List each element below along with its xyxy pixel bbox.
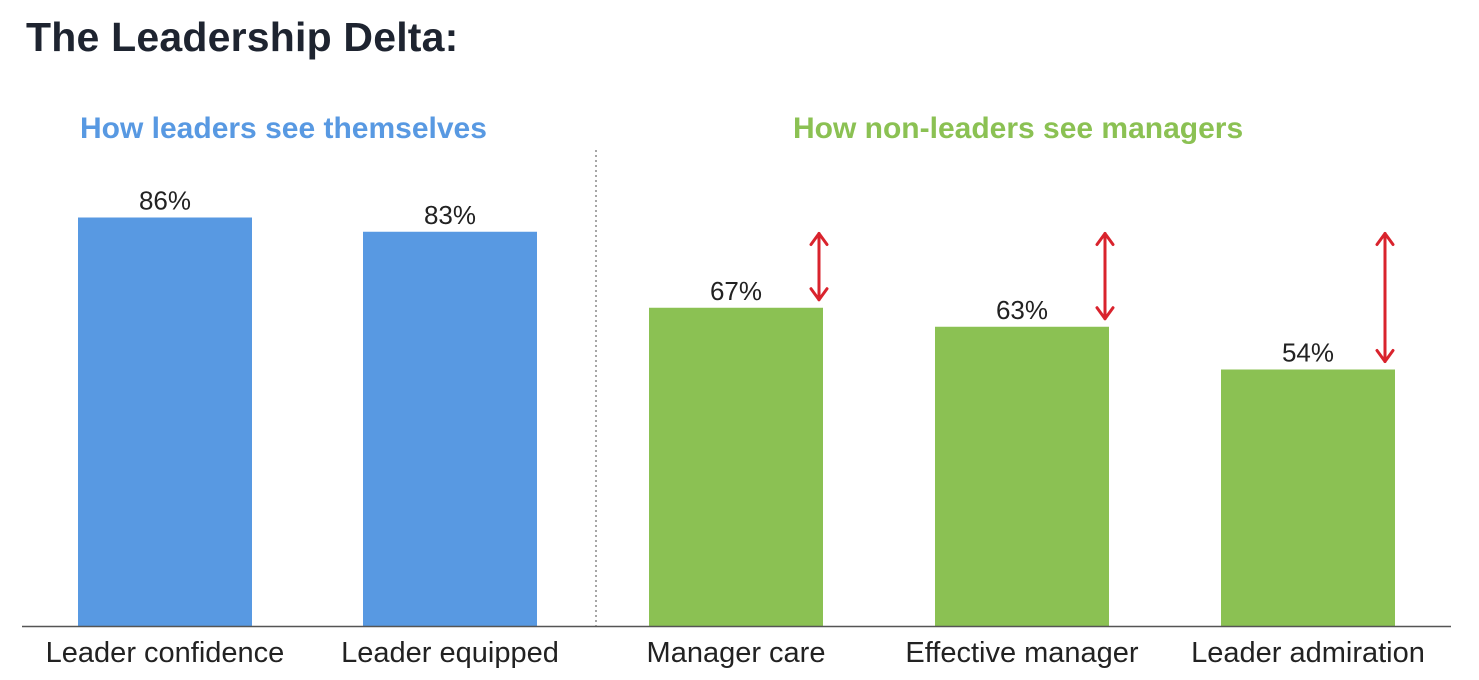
bar-leader-equipped — [363, 231, 537, 626]
bars-layer — [78, 217, 1395, 626]
value-label-leader-confidence: 86% — [139, 186, 191, 216]
value-label-leader-equipped: 83% — [424, 200, 476, 230]
bar-leader-admiration — [1221, 369, 1395, 626]
gap-arrow-effective-manager — [1095, 232, 1115, 321]
bar-leader-confidence — [78, 217, 252, 626]
gap-arrow-manager-care — [809, 232, 829, 302]
category-label-leader-confidence: Leader confidence — [46, 637, 285, 669]
category-label-leader-admiration: Leader admiration — [1191, 637, 1425, 669]
category-label-leader-equipped: Leader equipped — [341, 637, 559, 669]
category-label-manager-care: Manager care — [647, 637, 826, 669]
gap-arrow-leader-admiration — [1375, 232, 1395, 363]
gap-arrows-layer — [809, 232, 1395, 363]
value-label-leader-admiration: 54% — [1282, 338, 1334, 368]
value-label-manager-care: 67% — [710, 276, 762, 306]
group-title-non-leaders: How non-leaders see managers — [793, 112, 1244, 145]
value-label-effective-manager: 63% — [996, 295, 1048, 325]
group-title-leaders: How leaders see themselves — [80, 112, 487, 145]
page-title: The Leadership Delta: — [26, 14, 459, 60]
category-label-effective-manager: Effective manager — [905, 637, 1139, 669]
labels-layer: 86% Leader confidence 83% Leader equipped 67… — [46, 186, 1425, 670]
bar-manager-care — [649, 307, 823, 626]
bar-effective-manager — [935, 326, 1109, 626]
